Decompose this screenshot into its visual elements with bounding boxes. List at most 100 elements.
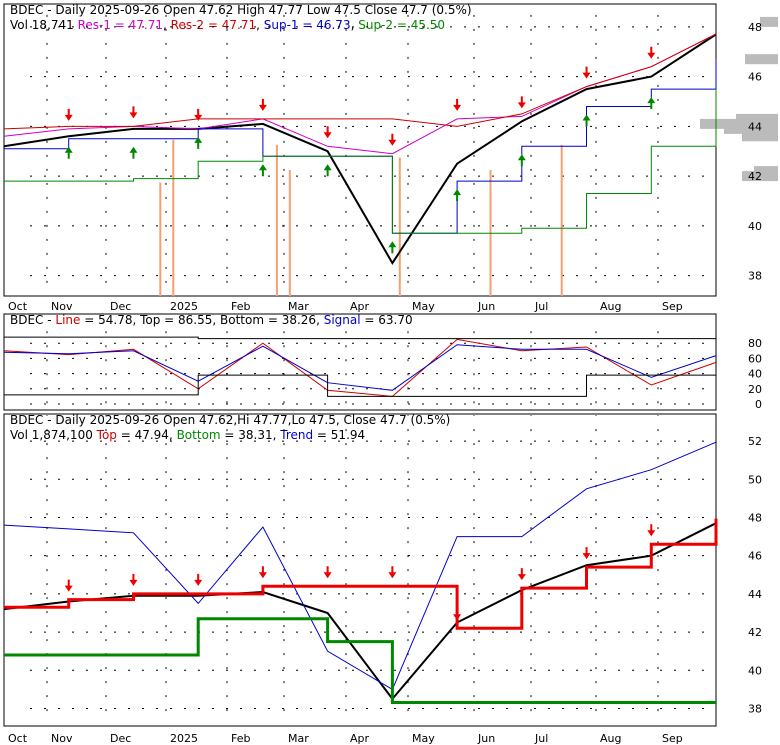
panel-frame — [3, 313, 717, 411]
osc-line — [3, 338, 717, 397]
trend-header-line-2: Vol 1,874,100 Top = 47.94, Bottom = 38.3… — [10, 428, 365, 442]
oscillator-panel-series — [3, 336, 717, 397]
osc-bottom-line — [4, 374, 717, 397]
trend-x-label-nov: Nov — [51, 732, 73, 745]
trend-panel-y-axis: 52 50 48 46 44 42 40 38 — [748, 435, 762, 715]
trend-x-label-jul: Jul — [534, 732, 548, 745]
trend-panel-x-axis: Oct Nov Dec 2025 Feb Mar Apr May Jun Jul Aug Sep — [8, 732, 683, 745]
trend-top-line — [4, 518, 718, 630]
price-x-label-may: May — [412, 300, 435, 313]
osc-y-tick-20: 20 — [748, 383, 762, 396]
price-x-label-mar: Mar — [288, 300, 309, 313]
osc-top-line — [4, 336, 717, 340]
top-arrow — [647, 524, 656, 537]
volume-profile-bar — [745, 54, 778, 65]
support-arrow — [582, 114, 591, 127]
support-arrow — [64, 146, 73, 159]
top-arrow — [323, 566, 332, 579]
resistance-arrow — [129, 106, 138, 119]
panel-frame — [3, 413, 717, 727]
resistance-arrow — [64, 108, 73, 121]
trend-y-tick-50: 50 — [748, 473, 762, 486]
volume-bar — [398, 157, 401, 296]
price-x-label-dec: Dec — [110, 300, 131, 313]
price-close-line — [3, 33, 717, 266]
price-x-label-2025: 2025 — [170, 300, 198, 313]
trend-x-label-aug: Aug — [600, 732, 621, 745]
trend-y-tick-44: 44 — [748, 588, 762, 601]
resistance-arrow — [517, 96, 526, 109]
price-x-label-nov: Nov — [51, 300, 73, 313]
top-arrow — [194, 573, 203, 586]
volume-profile-bar — [736, 113, 778, 124]
volume-bar — [560, 144, 563, 296]
support-arrow — [647, 97, 656, 110]
sup2-line — [4, 89, 717, 234]
price-panel: BDEC - Daily 2025-09-26 Open 47.62 High … — [3, 3, 778, 313]
top-arrow — [453, 608, 462, 621]
resistance-arrow — [453, 98, 462, 111]
trend-panel-series — [3, 441, 718, 704]
volume-bar — [172, 139, 175, 296]
osc-header-line-1: BDEC - Line = 54.78, Top = 86.55, Bottom… — [10, 313, 413, 327]
trend-close-line — [3, 522, 717, 701]
trend-x-label-mar: Mar — [288, 732, 309, 745]
price-header-line-2: Vol 18,741 Res-1 = 47.71, Res-2 = 47.71,… — [10, 18, 445, 32]
trend-y-tick-48: 48 — [748, 511, 762, 524]
trend-x-label-sep: Sep — [662, 732, 683, 745]
top-arrow — [64, 579, 73, 592]
osc-y-tick-80: 80 — [748, 337, 762, 350]
top-arrow — [258, 566, 267, 579]
trend-y-tick-52: 52 — [748, 435, 762, 448]
trend-x-label-jun: Jun — [477, 732, 495, 745]
osc-y-tick-0: 0 — [755, 398, 762, 411]
price-y-tick-48: 48 — [748, 21, 762, 34]
trend-header-line-1: BDEC - Daily 2025-09-26 Open 47.62,Hi 47… — [10, 413, 450, 427]
osc-signal-line — [3, 344, 717, 391]
price-panel-y-axis: 48 46 44 42 40 38 — [748, 21, 762, 283]
trend-x-label-apr: Apr — [350, 732, 370, 745]
panel-frame — [3, 3, 717, 297]
trend-x-label-2025: 2025 — [170, 732, 198, 745]
support-arrow — [453, 189, 462, 202]
price-y-tick-42: 42 — [748, 170, 762, 183]
volume-profile-bar — [742, 131, 778, 142]
price-x-label-jun: Jun — [477, 300, 495, 313]
trend-bottom-line — [4, 617, 716, 704]
trend-x-label-oct: Oct — [8, 732, 28, 745]
trend-panel-grid — [3, 413, 717, 727]
price-panel-x-axis: Oct Nov Dec 2025 Feb Mar Apr May Jun Jul Aug Sep — [8, 300, 683, 313]
support-arrow — [129, 146, 138, 159]
trend-y-tick-38: 38 — [748, 702, 762, 715]
osc-y-tick-40: 40 — [748, 368, 762, 381]
resistance-arrow — [194, 108, 203, 121]
resistance-arrow — [582, 66, 591, 79]
price-y-tick-46: 46 — [748, 71, 762, 84]
trend-y-tick-42: 42 — [748, 626, 762, 639]
price-y-tick-40: 40 — [748, 220, 762, 233]
osc-y-tick-60: 60 — [748, 352, 762, 365]
resistance-arrow — [258, 98, 267, 111]
price-header-line-1: BDEC - Daily 2025-09-26 Open 47.62 High … — [10, 3, 472, 17]
trend-x-label-dec: Dec — [110, 732, 131, 745]
price-y-tick-44: 44 — [748, 120, 762, 133]
resistance-arrow — [388, 133, 397, 146]
price-x-label-sep: Sep — [662, 300, 683, 313]
support-arrow — [323, 164, 332, 177]
top-arrow — [582, 547, 591, 560]
volume-profile-bar — [760, 16, 778, 27]
price-panel-series — [3, 16, 778, 296]
price-panel-header: BDEC - Daily 2025-09-26 Open 47.62 High … — [10, 3, 472, 32]
volume-bar — [275, 144, 278, 296]
trend-y-tick-40: 40 — [748, 664, 762, 677]
support-arrow — [388, 241, 397, 254]
res2-line — [3, 33, 717, 130]
top-arrow — [388, 566, 397, 579]
support-arrow — [517, 154, 526, 167]
trend-line — [3, 441, 717, 691]
top-arrow — [129, 573, 138, 586]
res1-line — [3, 33, 717, 155]
trend-panel-header: BDEC - Daily 2025-09-26 Open 47.62,Hi 47… — [10, 413, 450, 442]
oscillator-panel-y-axis: 80 60 40 20 0 — [748, 337, 762, 411]
support-arrow — [258, 164, 267, 177]
